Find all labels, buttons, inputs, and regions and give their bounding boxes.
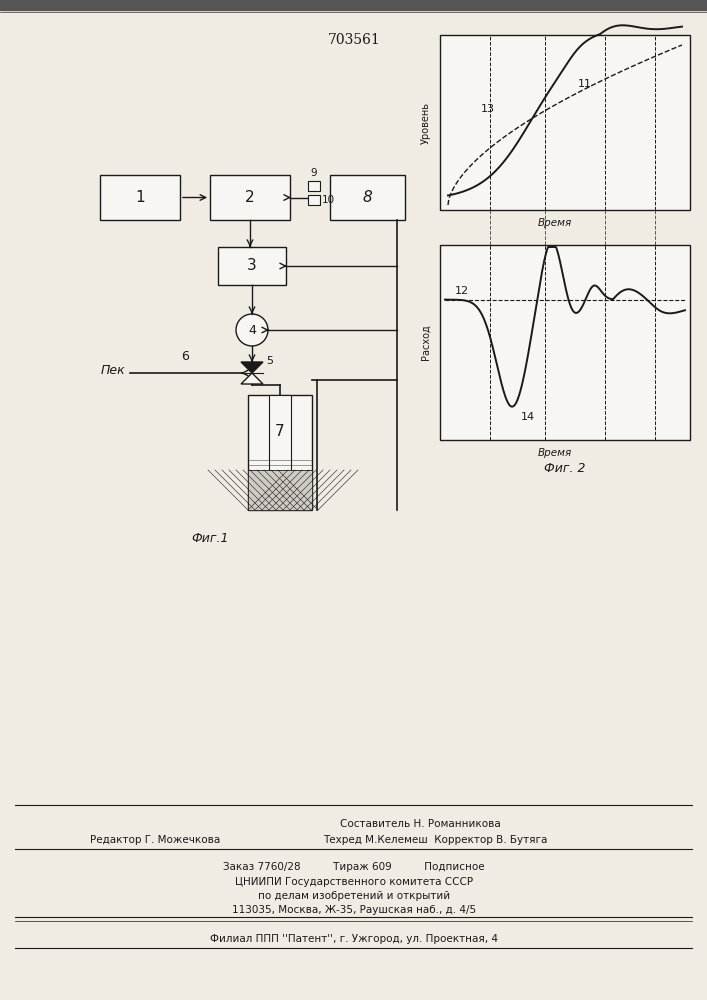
Text: 703561: 703561 bbox=[327, 33, 380, 47]
Text: Фиг.1: Фиг.1 bbox=[192, 532, 229, 545]
Bar bbox=[100, 175, 180, 220]
Text: 13: 13 bbox=[481, 104, 495, 113]
Text: ЦНИИПИ Государственного комитета СССР: ЦНИИПИ Государственного комитета СССР bbox=[235, 877, 473, 887]
Text: 5: 5 bbox=[266, 356, 273, 366]
Text: 11: 11 bbox=[578, 79, 592, 89]
Bar bbox=[308, 181, 320, 191]
Text: 12: 12 bbox=[455, 286, 469, 296]
Text: 6: 6 bbox=[181, 350, 189, 363]
Bar bbox=[248, 395, 312, 510]
Bar bbox=[218, 247, 286, 285]
Text: Редактор Г. Можечкова: Редактор Г. Можечкова bbox=[90, 835, 220, 845]
Text: 14: 14 bbox=[520, 412, 534, 422]
Text: Время: Время bbox=[538, 218, 572, 228]
Circle shape bbox=[236, 314, 268, 346]
Text: Фиг. 2: Фиг. 2 bbox=[544, 462, 586, 475]
Text: Время: Время bbox=[538, 448, 572, 458]
Bar bbox=[308, 195, 320, 205]
Text: 10: 10 bbox=[322, 195, 335, 205]
Polygon shape bbox=[241, 362, 263, 373]
Text: Расход: Расход bbox=[421, 325, 431, 360]
Bar bbox=[440, 245, 690, 440]
Text: 2: 2 bbox=[245, 190, 255, 205]
Text: 113035, Москва, Ж-35, Раушская наб., д. 4/5: 113035, Москва, Ж-35, Раушская наб., д. … bbox=[232, 905, 476, 915]
Text: 1: 1 bbox=[135, 190, 145, 205]
Text: Филиал ППП ''Патент'', г. Ужгород, ул. Проектная, 4: Филиал ППП ''Патент'', г. Ужгород, ул. П… bbox=[210, 934, 498, 944]
Text: Пек: Пек bbox=[100, 364, 125, 377]
Text: 4: 4 bbox=[248, 324, 256, 336]
Text: 8: 8 bbox=[363, 190, 373, 205]
Text: Техред М.Келемеш  Корректор В. Бутяга: Техред М.Келемеш Корректор В. Бутяга bbox=[323, 835, 547, 845]
Bar bbox=[440, 35, 690, 210]
Bar bbox=[330, 175, 405, 220]
Polygon shape bbox=[241, 373, 263, 384]
Text: по делам изобретений и открытий: по делам изобретений и открытий bbox=[258, 891, 450, 901]
Text: Заказ 7760/28          Тираж 609          Подписное: Заказ 7760/28 Тираж 609 Подписное bbox=[223, 862, 485, 872]
Bar bbox=[0, 0, 707, 10]
Bar bbox=[269, 395, 291, 480]
Text: 3: 3 bbox=[247, 258, 257, 273]
Text: Составитель Н. Романникова: Составитель Н. Романникова bbox=[339, 819, 501, 829]
Bar bbox=[248, 470, 312, 510]
Text: 7: 7 bbox=[275, 424, 285, 439]
Text: 9: 9 bbox=[310, 168, 317, 178]
Text: Уровень: Уровень bbox=[421, 102, 431, 143]
Bar bbox=[210, 175, 290, 220]
